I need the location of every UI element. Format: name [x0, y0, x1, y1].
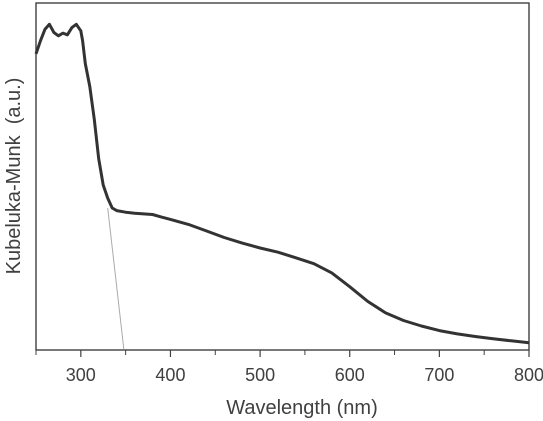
x-tick-label: 600: [335, 365, 365, 385]
x-axis-ticks: [35, 350, 530, 357]
x-tick-label: 300: [66, 365, 96, 385]
y-axis-label: Kubeluka-Munk (a.u.): [3, 78, 25, 275]
x-tick-label: 500: [245, 365, 275, 385]
x-axis-label: Wavelength (nm): [226, 397, 378, 419]
x-tick-label: 700: [424, 365, 454, 385]
tangent-line: [107, 207, 125, 350]
x-tick-label: 800: [514, 365, 543, 385]
series-line: [34, 22, 530, 345]
plot-frame: [35, 2, 530, 351]
x-tick-label: 400: [155, 365, 185, 385]
x-axis-tick-labels: 300 400 500 600 700 800: [66, 365, 543, 385]
